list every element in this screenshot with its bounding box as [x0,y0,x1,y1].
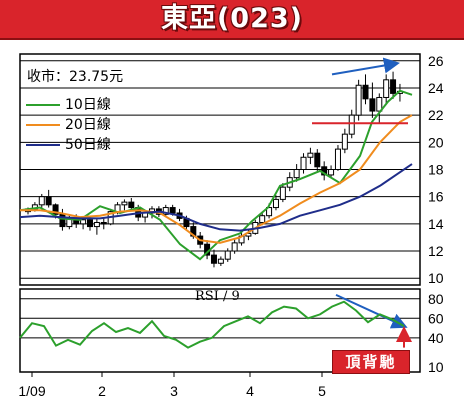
rsi-tick-label: 80 [428,291,444,307]
x-tick-label: 2 [98,383,106,399]
tick-labels: 10 12 14 16 18 20 22 24 26 10 40 60 80 1/09 2 3 4 5 [18,53,443,399]
price-tick-label: 22 [428,107,444,123]
price-tick-label: 26 [428,53,444,69]
plot-frames [19,53,421,373]
rsi-panel [19,300,405,349]
candle-body [231,242,238,252]
candle-body [217,258,224,264]
candle-body [334,148,341,170]
legend-label-20d: 20日線 [65,117,111,133]
price-tick-label: 20 [428,134,444,150]
candle-body [341,133,348,150]
candle-body [293,169,300,179]
annotations [312,57,412,348]
candle-body [383,79,390,98]
price-tick-label: 16 [428,189,444,205]
title-bar: 東亞(023) [0,0,464,40]
price-tick-label: 10 [428,270,444,286]
ma-line-10d [19,89,413,261]
gridlines [20,60,420,339]
price-tick-label: 12 [428,243,444,259]
chart-canvas: 10 12 14 16 18 20 22 24 26 10 40 60 80 1/09 2 3 4 5 [18,53,443,399]
rsi-panel-frame [19,288,421,373]
candle-body [45,196,52,206]
x-tick-label: 3 [170,383,178,399]
candle-body [121,201,128,206]
legend-item-50d: 50日線 [26,136,111,154]
candle-body [93,221,100,228]
price-tick-label: 18 [428,162,444,178]
divergence-badge: 頂背馳 [332,350,410,374]
rsi-trend-arrow [335,293,408,329]
candle-body [162,207,169,215]
legend-label-10d: 10日線 [65,97,111,113]
ma-line-20d [20,114,413,244]
candle-body [272,198,279,209]
candle-body [38,196,45,206]
candle-body [279,186,286,200]
candle-body [80,219,87,225]
price-tick-label: 24 [428,80,444,96]
moving-averages [19,89,413,261]
x-tick-label: 5 [318,383,326,399]
candle-body [390,79,397,94]
candle-body [210,254,217,264]
close-price-label: 收市：23.75元 [27,69,124,85]
candle-body [314,152,321,168]
candle-body [362,84,369,100]
candle-body [300,156,307,171]
legend-item-10d: 10日線 [26,96,111,114]
rsi-tick-label: 60 [428,310,444,326]
price-panel-frame [19,53,421,286]
legend-swatch-20d [26,124,60,126]
rsi-line [19,300,405,349]
candle-body [100,221,107,225]
rsi-title: RSI / 9 [195,289,240,304]
candle-body [169,207,176,214]
candle-body [369,98,376,112]
legend-swatch-50d [26,144,60,146]
legend-label-50d: 50日線 [65,137,111,153]
rsi-tick-label: 40 [428,330,444,346]
legend-item-20d: 20日線 [26,116,111,134]
rsi-tick-label: 10 [428,359,444,375]
candle-body [307,152,314,158]
candle-body [224,250,231,260]
candle-body [355,84,362,116]
candle-body [259,215,266,223]
candle-body [52,204,59,215]
candle-body [128,201,135,209]
candle-body [348,114,355,135]
x-tick-label: 4 [246,383,254,399]
chart-title: 東亞(023) [160,3,304,34]
x-tick-label: 1/09 [18,383,45,399]
candle-body [328,169,335,176]
candle-body [86,219,93,228]
legend-swatch-10d [26,104,60,106]
price-trend-arrow [331,57,400,76]
ma-line-50d [19,163,413,232]
price-tick-label: 14 [428,216,444,232]
